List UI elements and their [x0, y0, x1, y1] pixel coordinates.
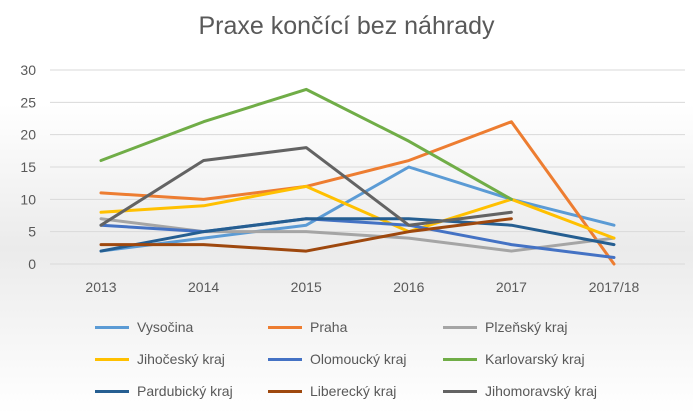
- legend-label: Plzeňský kraj: [485, 319, 568, 335]
- legend-item: Karlovarský kraj: [443, 349, 585, 369]
- line-chart-plot: 0 5 10 15 20 25 30 2013 2014 2015 2016 2017 2017/18: [20, 62, 685, 295]
- series-line-5: [99, 87, 513, 201]
- legend-label: Olomoucký kraj: [310, 351, 407, 367]
- y-tick-label: 10: [20, 191, 36, 207]
- legend-item: Vysočina: [95, 317, 193, 337]
- series-line-2: [99, 217, 616, 253]
- legend-item: Jihomoravský kraj: [443, 381, 597, 401]
- series-line-0: [99, 165, 616, 253]
- legend-item: Liberecký kraj: [268, 381, 396, 401]
- y-tick-label: 15: [20, 159, 36, 175]
- legend-label: Jihočeský kraj: [137, 351, 225, 367]
- x-tick-label: 2014: [188, 279, 219, 295]
- legend-swatch: [95, 357, 129, 361]
- chart-legend: Vysočina Praha Plzeňský kraj Jihočeský kraj…: [0, 312, 693, 408]
- legend-swatch: [95, 325, 129, 329]
- legend-label: Vysočina: [137, 319, 194, 335]
- legend-label: Jihomoravský kraj: [485, 383, 598, 399]
- x-tick-label: 2015: [291, 279, 322, 295]
- series-line-3: [99, 184, 616, 240]
- legend-item: Olomoucký kraj: [268, 349, 406, 369]
- series-line-1: [99, 120, 616, 266]
- y-tick-label: 5: [28, 224, 36, 240]
- legend-item: Jihočeský kraj: [95, 349, 225, 369]
- series-line-4: [99, 217, 616, 260]
- y-tick-label: 0: [28, 256, 36, 272]
- legend-label: Pardubický kraj: [137, 383, 233, 399]
- legend-swatch: [268, 389, 302, 393]
- legend-swatch: [95, 389, 129, 393]
- legend-swatch: [443, 357, 477, 361]
- chart-title: Praxe končící bez náhrady: [198, 12, 495, 40]
- series-line-6: [99, 217, 616, 253]
- y-tick-label: 20: [20, 127, 36, 143]
- legend-swatch: [443, 325, 477, 329]
- legend-label: Liberecký kraj: [310, 383, 397, 399]
- x-tick-label: 2013: [85, 279, 116, 295]
- series-line-8: [99, 146, 513, 227]
- x-tick-label: 2016: [393, 279, 424, 295]
- legend-swatch: [268, 325, 302, 329]
- legend-item: Praha: [268, 317, 347, 337]
- legend-swatch: [443, 389, 477, 393]
- x-tick-label: 2017: [496, 279, 527, 295]
- y-tick-label: 30: [20, 62, 36, 78]
- legend-label: Praha: [310, 319, 348, 335]
- legend-item: Plzeňský kraj: [443, 317, 567, 337]
- y-tick-label: 25: [20, 94, 36, 110]
- series-line-7: [99, 217, 513, 253]
- legend-label: Karlovarský kraj: [485, 351, 585, 367]
- legend-item: Pardubický kraj: [95, 381, 233, 401]
- legend-swatch: [268, 357, 302, 361]
- x-tick-label: 2017/18: [589, 279, 640, 295]
